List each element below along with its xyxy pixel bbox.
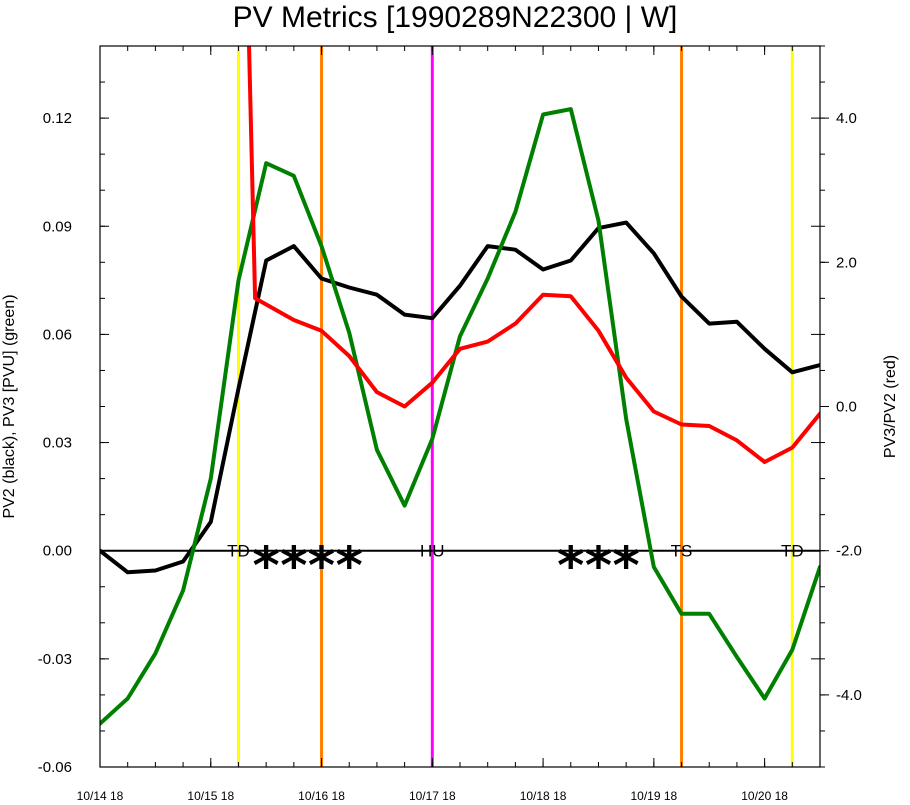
y-axis-left-label: PV2 (black), PV3 [PVU] (green): [1, 294, 18, 518]
left-tick-label-4: 0.06: [43, 326, 72, 343]
left-tick-label-1: -0.03: [38, 651, 72, 668]
star-marker-2: *: [308, 537, 335, 597]
stage-label-2: HU: [420, 542, 445, 561]
x-tick-label-5: 10/19 18: [630, 789, 677, 803]
y-axis-right-label: PV3/PV2 (red): [882, 355, 899, 458]
left-tick-label-2: 0.00: [43, 543, 72, 560]
left-tick-label-5: 0.09: [43, 218, 72, 235]
right-tick-label-4: 4.0: [836, 110, 857, 127]
series-line-pv3-pv2: [247, 46, 820, 464]
x-tick-label-1: 10/15 18: [187, 789, 234, 803]
intensity-star-markers: * * * * * * *: [253, 537, 640, 597]
star-marker-0: *: [253, 537, 280, 597]
right-tick-label-2: 0.0: [836, 399, 857, 416]
right-tick-label-0: -4.0: [836, 687, 862, 704]
stage-label-3: TS: [671, 542, 693, 561]
x-tick-label-3: 10/17 18: [409, 789, 456, 803]
chart-title: PV Metrics [1990289N22300 | W]: [233, 1, 678, 34]
star-marker-5: *: [585, 537, 612, 597]
axes-ticks: -0.06 -0.03 0.00 0.03 0.06 0.09 0.12 -4.0 -2.0 0.…: [38, 45, 862, 803]
x-tick-label-2: 10/16 18: [298, 789, 345, 803]
plot-frame: [99, 45, 821, 768]
right-tick-label-1: -2.0: [836, 543, 862, 560]
x-tick-label-4: 10/18 18: [520, 789, 567, 803]
right-tick-label-3: 2.0: [836, 254, 857, 271]
star-marker-4: *: [557, 537, 584, 597]
x-tick-label-6: 10/20 18: [741, 789, 788, 803]
left-tick-label-6: 0.12: [43, 110, 72, 127]
stage-labels: TD HU TS TD: [227, 542, 804, 561]
x-tick-label-0: 10/14 18: [77, 789, 124, 803]
left-tick-label-3: 0.03: [43, 435, 72, 452]
series-line-pv3: [100, 107, 820, 726]
star-marker-6: *: [613, 537, 640, 597]
stage-label-0: TD: [227, 542, 250, 561]
star-marker-3: *: [336, 537, 363, 597]
series-line-pv2: [100, 220, 820, 575]
star-marker-1: *: [280, 537, 307, 597]
left-tick-label-0: -0.06: [38, 759, 72, 776]
series-lines: [100, 46, 820, 726]
stage-label-4: TD: [781, 542, 804, 561]
event-lines: [236, 46, 794, 767]
